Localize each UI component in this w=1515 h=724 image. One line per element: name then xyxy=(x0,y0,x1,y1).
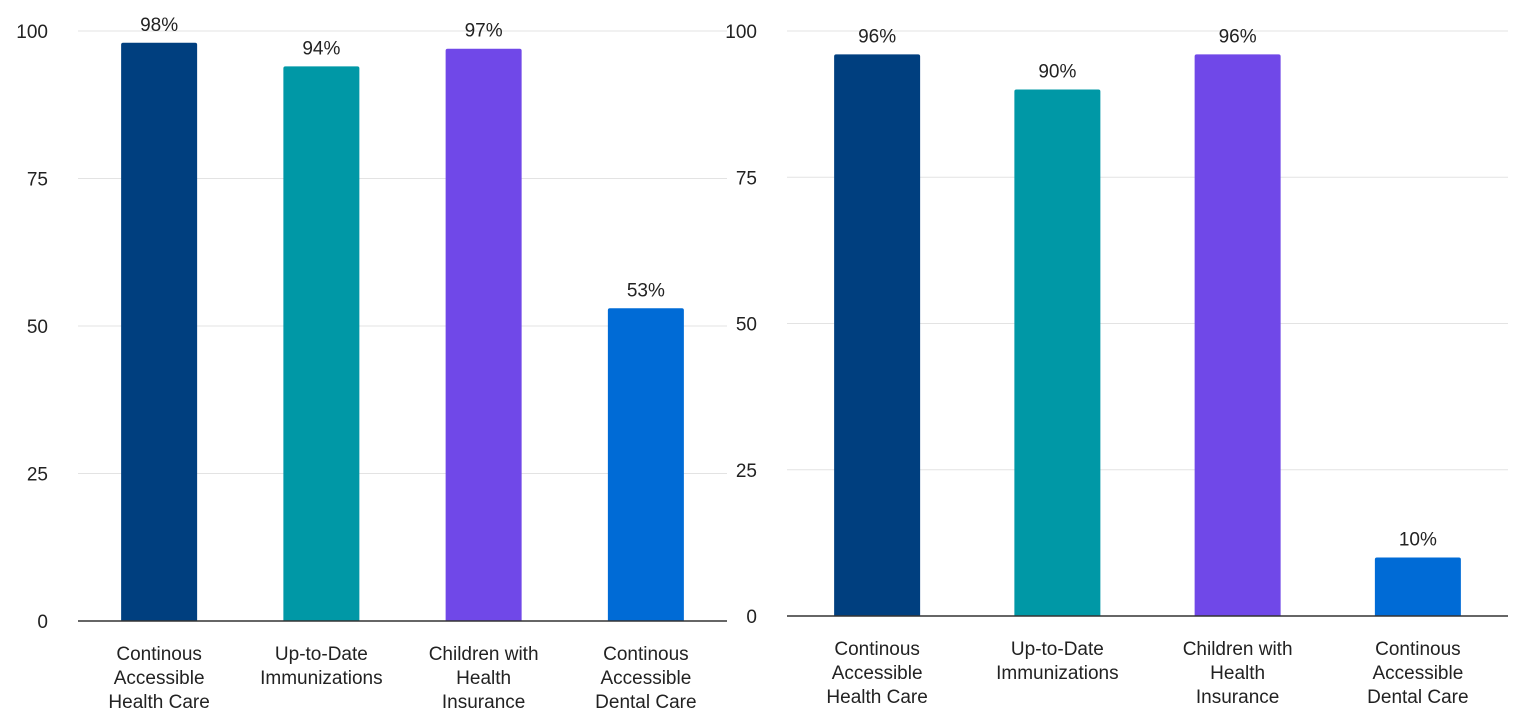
bar xyxy=(1374,557,1461,616)
bar xyxy=(834,54,921,616)
data-label: 97% xyxy=(465,21,503,42)
data-label: 90% xyxy=(1038,62,1076,83)
data-label: 96% xyxy=(1219,26,1257,47)
bar xyxy=(445,48,522,621)
data-label: 10% xyxy=(1399,530,1437,551)
bar-chart-left: 0 25 50 75 100 98% Continous Accessible Health C… xyxy=(16,15,727,713)
x-category-label: Children with Health Insurance xyxy=(1183,639,1293,708)
bar xyxy=(283,66,360,621)
y-tick-label: 100 xyxy=(16,22,48,43)
bar xyxy=(121,42,198,622)
y-tick-label: 50 xyxy=(27,317,48,338)
y-tick-label: 25 xyxy=(27,465,48,486)
x-category-label: Continous Accessible Health Care xyxy=(826,639,927,708)
data-label: 53% xyxy=(627,280,665,301)
bar xyxy=(607,308,684,621)
x-category-label: Up-to-Date Immunizations xyxy=(996,639,1119,684)
y-tick-label: 0 xyxy=(37,612,48,633)
y-tick-label: 0 xyxy=(746,607,757,628)
bar xyxy=(1014,89,1101,616)
y-tick-label: 75 xyxy=(736,168,757,189)
x-category-label: Children with Health Insurance xyxy=(429,644,539,713)
bar-chart-right: 0 25 50 75 100 96% Continous Accessible Health C… xyxy=(725,22,1508,708)
bar xyxy=(1194,54,1281,616)
x-category-label: Continous Accessible Dental Care xyxy=(595,644,696,713)
data-label: 96% xyxy=(858,26,896,47)
data-label: 94% xyxy=(302,38,340,59)
data-label: 98% xyxy=(140,15,178,36)
x-category-label: Up-to-Date Immunizations xyxy=(260,644,383,689)
y-tick-label: 50 xyxy=(736,315,757,336)
y-tick-label: 75 xyxy=(27,170,48,191)
x-category-label: Continous Accessible Dental Care xyxy=(1367,639,1468,708)
x-category-label: Continous Accessible Health Care xyxy=(108,644,209,713)
y-tick-label: 25 xyxy=(736,461,757,482)
y-tick-label: 100 xyxy=(725,22,757,43)
